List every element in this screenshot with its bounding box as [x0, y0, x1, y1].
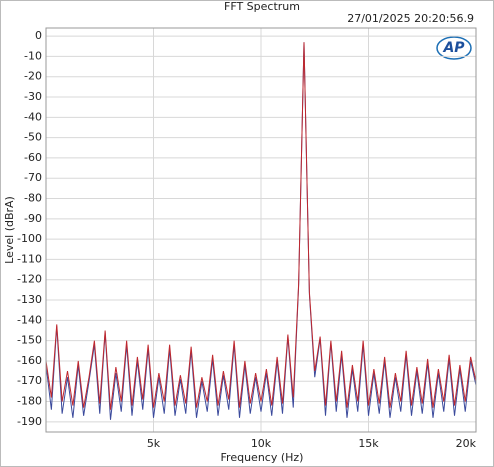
- y-tick-label: -100: [17, 232, 42, 245]
- logo: AP: [436, 36, 472, 60]
- y-tick-label: -180: [17, 395, 42, 408]
- y-tick-label: -10: [24, 49, 42, 62]
- y-tick-label: -80: [24, 192, 42, 205]
- x-tick-label: 20k: [456, 437, 477, 450]
- y-tick-label: -30: [24, 90, 42, 103]
- chart-title: FFT Spectrum: [224, 0, 300, 13]
- y-tick-label: -60: [24, 151, 42, 164]
- y-tick-label: -50: [24, 131, 42, 144]
- plot: [46, 42, 476, 420]
- logo-text: AP: [442, 40, 465, 56]
- series-line: [46, 42, 476, 410]
- y-tick-label: -150: [17, 334, 42, 347]
- y-axis-label: Level (dBrA): [3, 196, 16, 264]
- y-tick-label: -110: [17, 252, 42, 265]
- y-tick-label: -120: [17, 273, 42, 286]
- y-tick-label: -170: [17, 374, 42, 387]
- y-tick-label: -140: [17, 313, 42, 326]
- x-tick-label: 5k: [147, 437, 161, 450]
- y-tick-label: -40: [24, 110, 42, 123]
- plot-border: [45, 27, 477, 433]
- y-tick-label: -90: [24, 212, 42, 225]
- y-tick-label: -160: [17, 354, 42, 367]
- x-tick-label: 10k: [251, 437, 272, 450]
- logo-ring: [436, 36, 472, 60]
- y-tick-label: -70: [24, 171, 42, 184]
- y-tick-label: -20: [24, 70, 42, 83]
- series-line: [46, 42, 476, 420]
- y-tick-label: 0: [35, 29, 42, 42]
- x-axis-label: Frequency (Hz): [221, 451, 304, 464]
- x-tick-label: 15k: [358, 437, 379, 450]
- y-tick-label: -190: [17, 415, 42, 428]
- timestamp: 27/01/2025 20:20:56.9: [347, 12, 474, 25]
- y-tick-label: -130: [17, 293, 42, 306]
